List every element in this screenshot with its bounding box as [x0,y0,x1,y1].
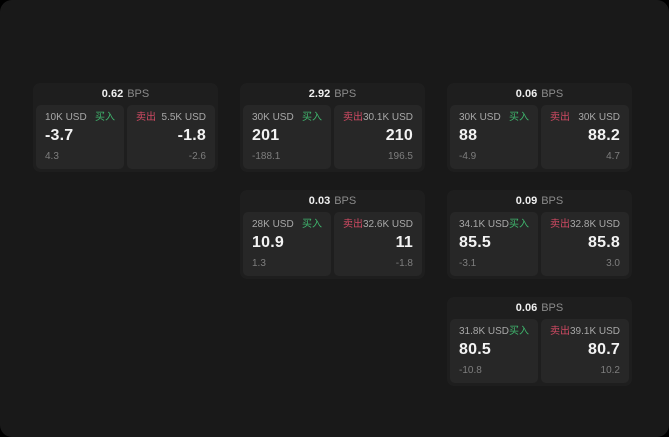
buy-sub-value: -188.1 [252,151,281,162]
buy-sub-value: 4.3 [45,151,59,162]
bps-value: 2.92 [308,88,331,100]
bps-header: 0.62 BPS [33,83,218,105]
bps-unit-label: BPS [541,88,564,100]
sell-price: 11 [395,234,413,251]
buy-price: 80.5 [459,341,491,358]
buy-sub-value: -10.8 [459,365,482,376]
bps-header: 2.92 BPS [240,83,425,105]
bps-value: 0.06 [515,88,538,100]
buy-price: 88 [459,127,478,144]
buy-side-label: 买入 [302,219,322,230]
buy-side-label: 买入 [509,219,530,230]
buy-amount: 30K USD [459,112,501,123]
quote-panels: 30K USD 买入 201 -188.1 卖出 30.1K USD 210 1… [240,105,425,172]
quote-panels: 31.8K USD 买入 80.5 -10.8 卖出 39.1K USD 80.… [447,319,632,386]
sell-sub-value: -1.8 [395,258,413,269]
quote-panels: 34.1K USD 买入 85.5 -3.1 卖出 32.8K USD 85.8… [447,212,632,279]
buy-panel[interactable]: 28K USD 买入 10.9 1.3 [243,212,331,276]
buy-price: 201 [252,127,280,144]
sell-amount: 32.6K USD [362,219,414,230]
quote-card-5: 0.09 BPS 34.1K USD 买入 85.5 -3.1 卖出 32.8K… [447,190,632,279]
bps-unit-label: BPS [541,302,564,314]
quote-card-3: 0.06 BPS 30K USD 买入 88 -4.9 卖出 30K USD [447,83,632,172]
bps-header: 0.06 BPS [447,83,632,105]
bps-unit-label: BPS [127,88,150,100]
sell-amount: 30.1K USD [362,112,414,123]
sell-side-label: 卖出 [343,112,363,123]
bps-value: 0.09 [515,195,538,207]
buy-price: -3.7 [45,127,74,144]
buy-amount: 31.8K USD [459,326,510,337]
sell-side-label: 卖出 [550,326,570,337]
sell-price: 88.2 [588,127,620,144]
quote-board: 0.62 BPS 10K USD 买入 -3.7 4.3 卖出 5.5K USD [33,83,632,386]
bps-value: 0.03 [308,195,331,207]
sell-amount: 5.5K USD [161,112,206,123]
buy-side-label: 买入 [509,326,530,337]
sell-panel[interactable]: 卖出 30K USD 88.2 4.7 [541,105,629,169]
sell-side-label: 卖出 [550,219,570,230]
sell-panel[interactable]: 卖出 32.8K USD 85.8 3.0 [541,212,629,276]
sell-price: 80.7 [588,341,620,358]
quote-panels: 28K USD 买入 10.9 1.3 卖出 32.6K USD 11 -1.8 [240,212,425,279]
sell-price: 85.8 [588,234,620,251]
bps-value: 0.06 [515,302,538,314]
sell-price: 210 [385,127,413,144]
buy-sub-value: 1.3 [252,258,266,269]
sell-panel[interactable]: 卖出 30.1K USD 210 196.5 [334,105,422,169]
buy-price: 10.9 [252,234,284,251]
buy-sub-value: -4.9 [459,151,477,162]
quote-panels: 30K USD 买入 88 -4.9 卖出 30K USD 88.2 4.7 [447,105,632,172]
sell-sub-value: 196.5 [387,151,413,162]
bps-unit-label: BPS [334,195,357,207]
sell-panel[interactable]: 卖出 32.6K USD 11 -1.8 [334,212,422,276]
quote-panels: 10K USD 买入 -3.7 4.3 卖出 5.5K USD -1.8 -2.… [33,105,218,172]
sell-panel[interactable]: 卖出 39.1K USD 80.7 10.2 [541,319,629,383]
buy-side-label: 买入 [509,112,529,123]
sell-amount: 32.8K USD [569,219,621,230]
sell-sub-value: 4.7 [606,151,620,162]
buy-price: 85.5 [459,234,491,251]
bps-header: 0.03 BPS [240,190,425,212]
sell-sub-value: -2.6 [188,151,206,162]
buy-amount: 28K USD [252,219,294,230]
buy-sub-value: -3.1 [459,258,477,269]
buy-panel[interactable]: 10K USD 买入 -3.7 4.3 [36,105,124,169]
sell-price: -1.8 [177,127,206,144]
buy-amount: 10K USD [45,112,87,123]
sell-side-label: 卖出 [343,219,363,230]
buy-panel[interactable]: 31.8K USD 买入 80.5 -10.8 [450,319,538,383]
buy-panel[interactable]: 34.1K USD 买入 85.5 -3.1 [450,212,538,276]
sell-amount: 39.1K USD [569,326,621,337]
buy-panel[interactable]: 30K USD 买入 88 -4.9 [450,105,538,169]
quote-card-2: 2.92 BPS 30K USD 买入 201 -188.1 卖出 30.1K … [240,83,425,172]
quote-card-4: 0.03 BPS 28K USD 买入 10.9 1.3 卖出 32.6K US… [240,190,425,279]
sell-sub-value: 3.0 [606,258,620,269]
buy-panel[interactable]: 30K USD 买入 201 -188.1 [243,105,331,169]
sell-sub-value: 10.2 [600,365,620,376]
buy-side-label: 买入 [95,112,115,123]
bps-value: 0.62 [101,88,124,100]
bps-unit-label: BPS [334,88,357,100]
quote-card-1: 0.62 BPS 10K USD 买入 -3.7 4.3 卖出 5.5K USD [33,83,218,172]
bps-header: 0.09 BPS [447,190,632,212]
sell-panel[interactable]: 卖出 5.5K USD -1.8 -2.6 [127,105,215,169]
quote-card-6: 0.06 BPS 31.8K USD 买入 80.5 -10.8 卖出 39.1… [447,297,632,386]
buy-amount: 30K USD [252,112,294,123]
bps-header: 0.06 BPS [447,297,632,319]
bps-unit-label: BPS [541,195,564,207]
sell-side-label: 卖出 [550,112,570,123]
buy-side-label: 买入 [302,112,322,123]
buy-amount: 34.1K USD [459,219,510,230]
sell-side-label: 卖出 [136,112,156,123]
sell-amount: 30K USD [578,112,620,123]
